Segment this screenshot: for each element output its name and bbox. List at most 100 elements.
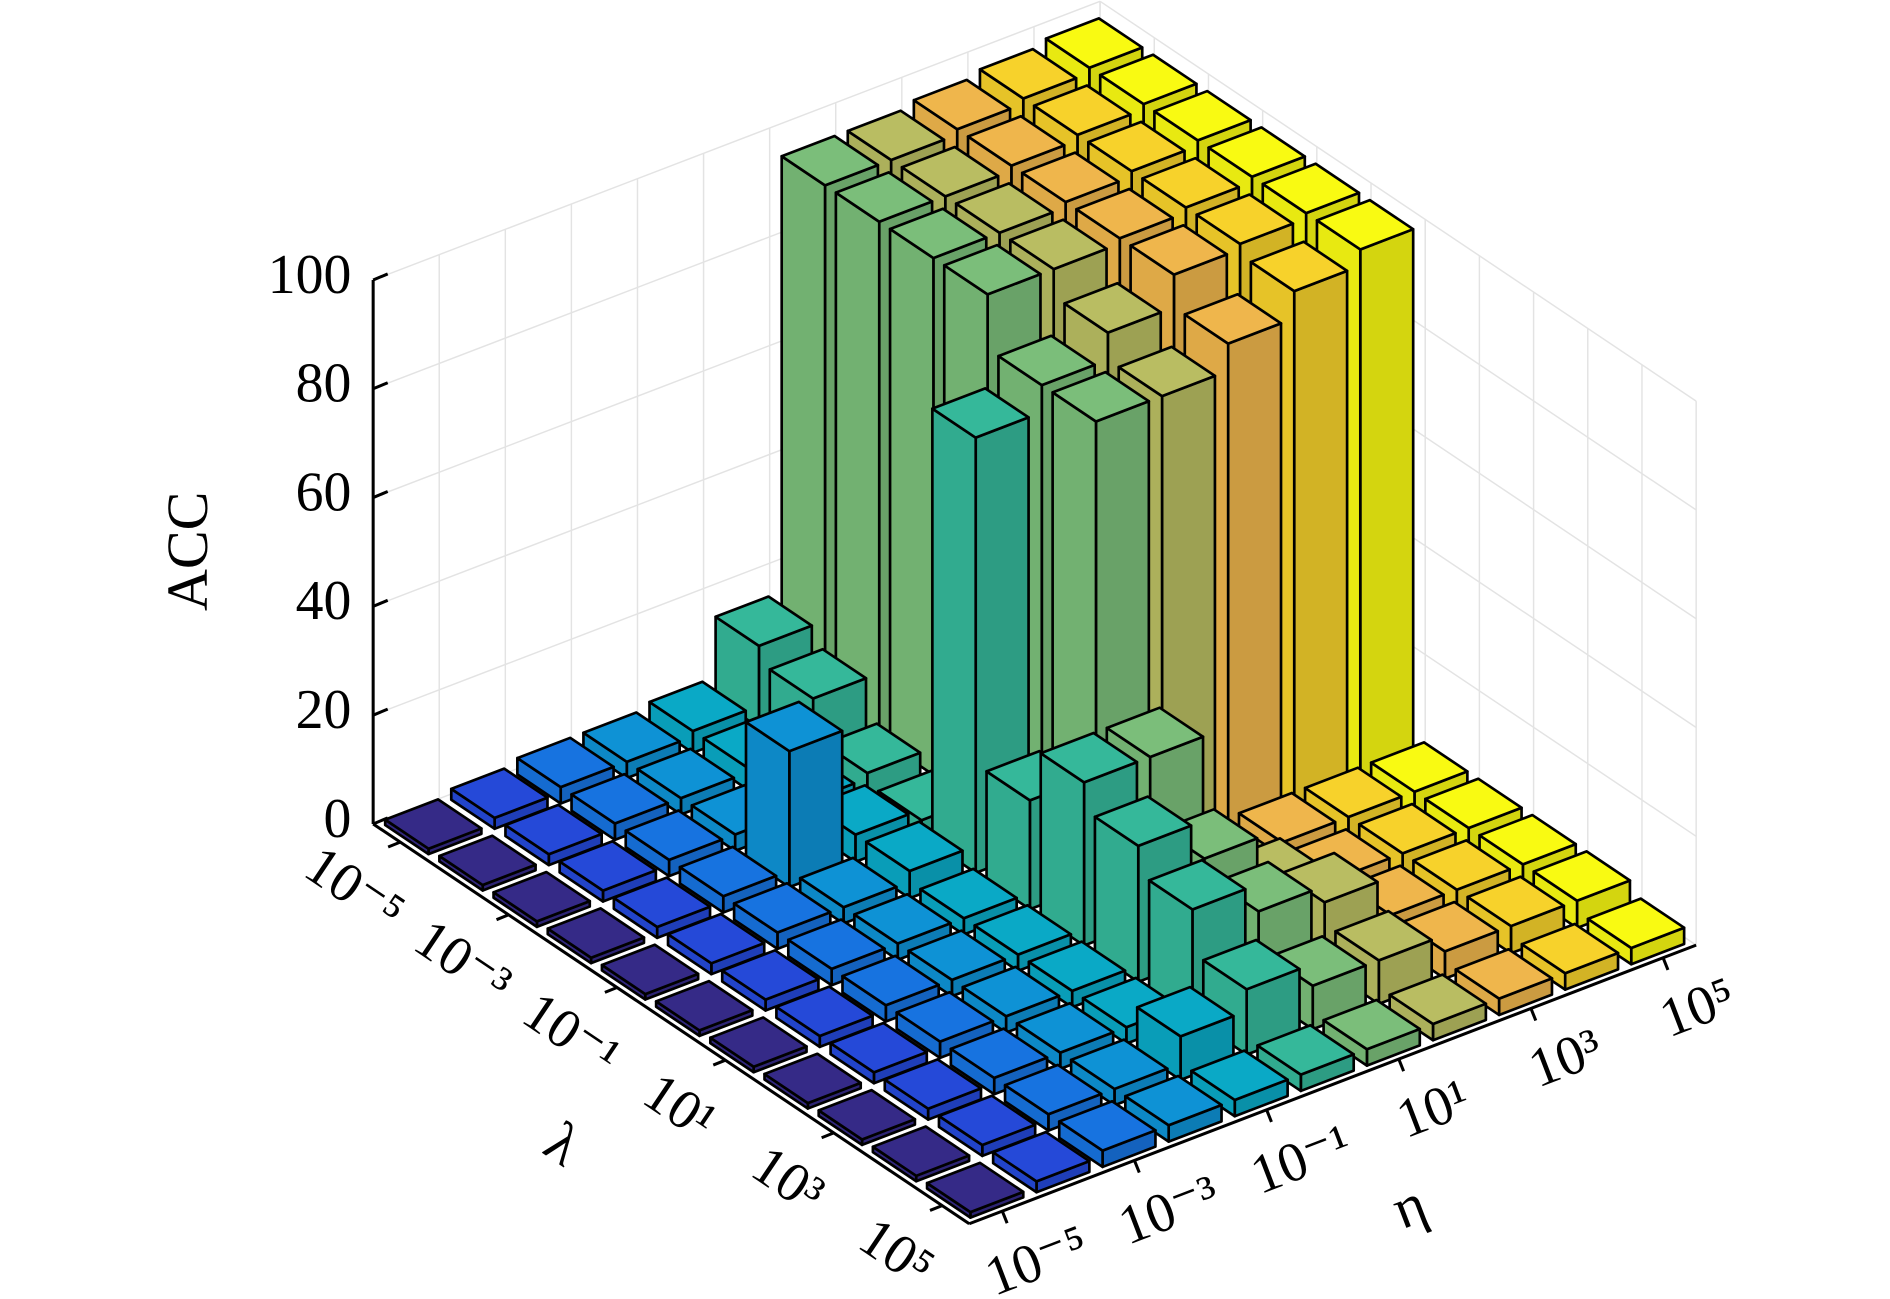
y-tick-label: 10⁻¹ [512,980,631,1088]
bar-top [853,892,952,945]
bar-top [817,1088,917,1141]
bar [1057,1099,1157,1169]
bar-top [763,1052,863,1105]
bar-top [1357,802,1457,855]
axis-line [968,943,1697,1226]
bar-top [912,78,1012,131]
bar-top [907,929,1007,982]
bar-face [1226,322,1283,835]
bar-top [516,736,615,789]
bar-top [732,881,832,934]
bar-top [768,647,868,700]
bar-top [895,990,995,1043]
bar [720,948,820,1012]
bar-top [966,114,1066,167]
bar-top [973,903,1073,956]
bar-top [600,943,700,996]
bar-top [1075,187,1174,240]
bar-top [1195,193,1295,246]
bar-top [570,772,670,825]
bar-top [1086,120,1186,173]
bar [1586,897,1686,966]
bar-top [991,1130,1091,1183]
bar [817,1088,917,1147]
bar-top [883,1058,983,1111]
z-tick-label: 0 [323,788,351,850]
bar [449,767,549,831]
bar-top [1466,875,1566,928]
bar-top [925,1161,1025,1214]
axis-line [372,822,971,1226]
x-tick [1133,1159,1141,1174]
bar-top [871,1125,971,1178]
grid-line [372,0,1101,281]
bar-top [492,870,592,923]
bar [775,985,874,1049]
bar-top [636,747,736,800]
bar-top [624,809,724,862]
bar-top [1027,940,1127,993]
bar-top [961,965,1061,1018]
bar-top [1412,839,1511,892]
bar-top [546,907,646,960]
y-tick [821,1131,835,1140]
bar-top [1520,922,1620,975]
y-tick [712,1058,726,1067]
y-tick [604,986,618,994]
bar-face [834,191,881,740]
bar-top [612,876,712,929]
bar-top [1135,985,1235,1038]
bar [991,1130,1091,1194]
bar-top [1123,1074,1223,1127]
bar-top [1322,998,1422,1051]
bar-top [798,856,898,909]
bar-face [1292,269,1349,810]
bar [829,1021,929,1085]
bar-top [1020,151,1120,204]
bar-top [1051,370,1151,423]
bar [438,834,537,892]
bar-top [438,834,537,887]
bar [612,876,712,940]
bar-top [931,387,1030,440]
bar [654,979,754,1038]
bar-top [678,845,778,898]
grid-line [1099,0,1697,402]
z-tick [372,272,389,282]
bar-top [786,918,886,971]
bar [907,929,1007,998]
y-tick-label: 10⁵ [848,1205,945,1298]
bar [1520,922,1620,991]
bar [1123,1074,1223,1143]
y-tick [929,1204,943,1212]
bar-top [846,109,946,162]
bar [492,870,592,929]
bar [624,809,724,878]
bar-face [931,407,978,875]
bar-top [708,1016,808,1069]
bar [1322,998,1422,1067]
bar-top [978,47,1078,100]
bar [744,700,844,889]
y-tick-label: 10³ [741,1134,836,1226]
bar-top [1057,1099,1157,1152]
bar [383,798,483,856]
bar-top [1032,84,1132,137]
x-tick [1661,957,1670,971]
bar [919,867,1019,936]
bar-top [1586,897,1686,950]
bar [961,965,1061,1034]
bar-top [744,700,844,753]
bar-top [654,979,754,1032]
z-tick-label: 60 [296,461,352,523]
y-tick-label: 10⁻⁵ [294,834,415,944]
bar-top [888,207,988,260]
bar-top [997,334,1096,387]
x-tick [1265,1109,1273,1123]
bar [600,943,700,1001]
bar-top [558,839,658,892]
bar-top [937,1094,1037,1147]
x-tick [1529,1007,1538,1022]
bar-top [1424,777,1523,830]
bar-top [1015,1001,1115,1054]
